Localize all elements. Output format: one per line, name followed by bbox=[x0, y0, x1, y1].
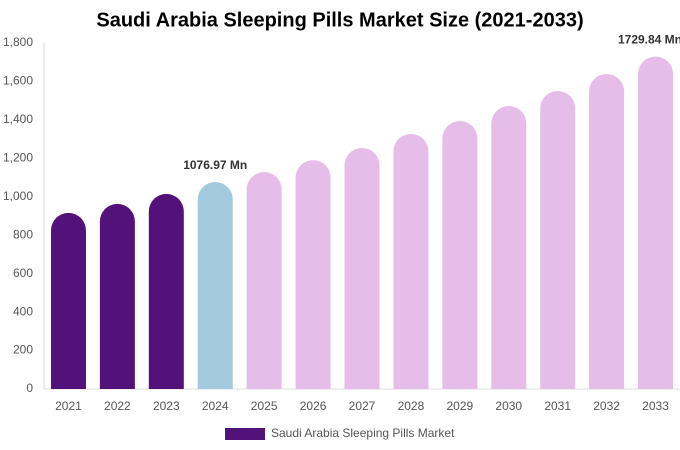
bar bbox=[540, 91, 576, 390]
bar bbox=[99, 203, 135, 389]
x-tick-label: 2028 bbox=[398, 399, 425, 413]
bar bbox=[295, 160, 331, 389]
y-tick-label: 1,000 bbox=[3, 189, 33, 203]
y-tick-label: 0 bbox=[26, 381, 33, 395]
data-label: 1729.84 Mn bbox=[618, 33, 680, 47]
bar bbox=[442, 121, 478, 389]
x-tick-label: 2025 bbox=[251, 399, 278, 413]
y-tick-label: 600 bbox=[13, 266, 33, 280]
y-tick-label: 800 bbox=[13, 227, 33, 241]
y-tick-label: 1,800 bbox=[3, 35, 33, 49]
x-tick-label: 2022 bbox=[104, 399, 131, 413]
legend-label: Saudi Arabia Sleeping Pills Market bbox=[271, 426, 455, 440]
y-tick-label: 1,400 bbox=[3, 112, 33, 126]
bar bbox=[491, 106, 527, 389]
x-tick-label: 2033 bbox=[642, 399, 669, 413]
bar bbox=[50, 212, 86, 389]
x-tick-label: 2024 bbox=[202, 399, 229, 413]
x-tick-label: 2023 bbox=[153, 399, 180, 413]
bar bbox=[589, 73, 625, 389]
x-tick-label: 2029 bbox=[446, 399, 473, 413]
bar bbox=[197, 181, 233, 389]
data-label: 1076.97 Mn bbox=[183, 158, 247, 172]
bar bbox=[393, 133, 429, 389]
bar bbox=[148, 193, 184, 389]
y-tick-label: 1,600 bbox=[3, 74, 33, 88]
x-tick-label: 2031 bbox=[544, 399, 571, 413]
legend-swatch bbox=[225, 428, 265, 440]
x-tick-label: 2032 bbox=[593, 399, 620, 413]
bar bbox=[638, 56, 674, 389]
y-tick-label: 400 bbox=[13, 304, 33, 318]
bar bbox=[246, 171, 282, 389]
x-tick-label: 2026 bbox=[300, 399, 327, 413]
y-tick-label: 1,200 bbox=[3, 151, 33, 165]
y-tick-label: 200 bbox=[13, 343, 33, 357]
bar bbox=[344, 147, 380, 389]
x-tick-label: 2030 bbox=[495, 399, 522, 413]
x-tick-label: 2021 bbox=[55, 399, 82, 413]
x-tick-label: 2027 bbox=[349, 399, 376, 413]
chart-title: Saudi Arabia Sleeping Pills Market Size … bbox=[96, 9, 583, 31]
